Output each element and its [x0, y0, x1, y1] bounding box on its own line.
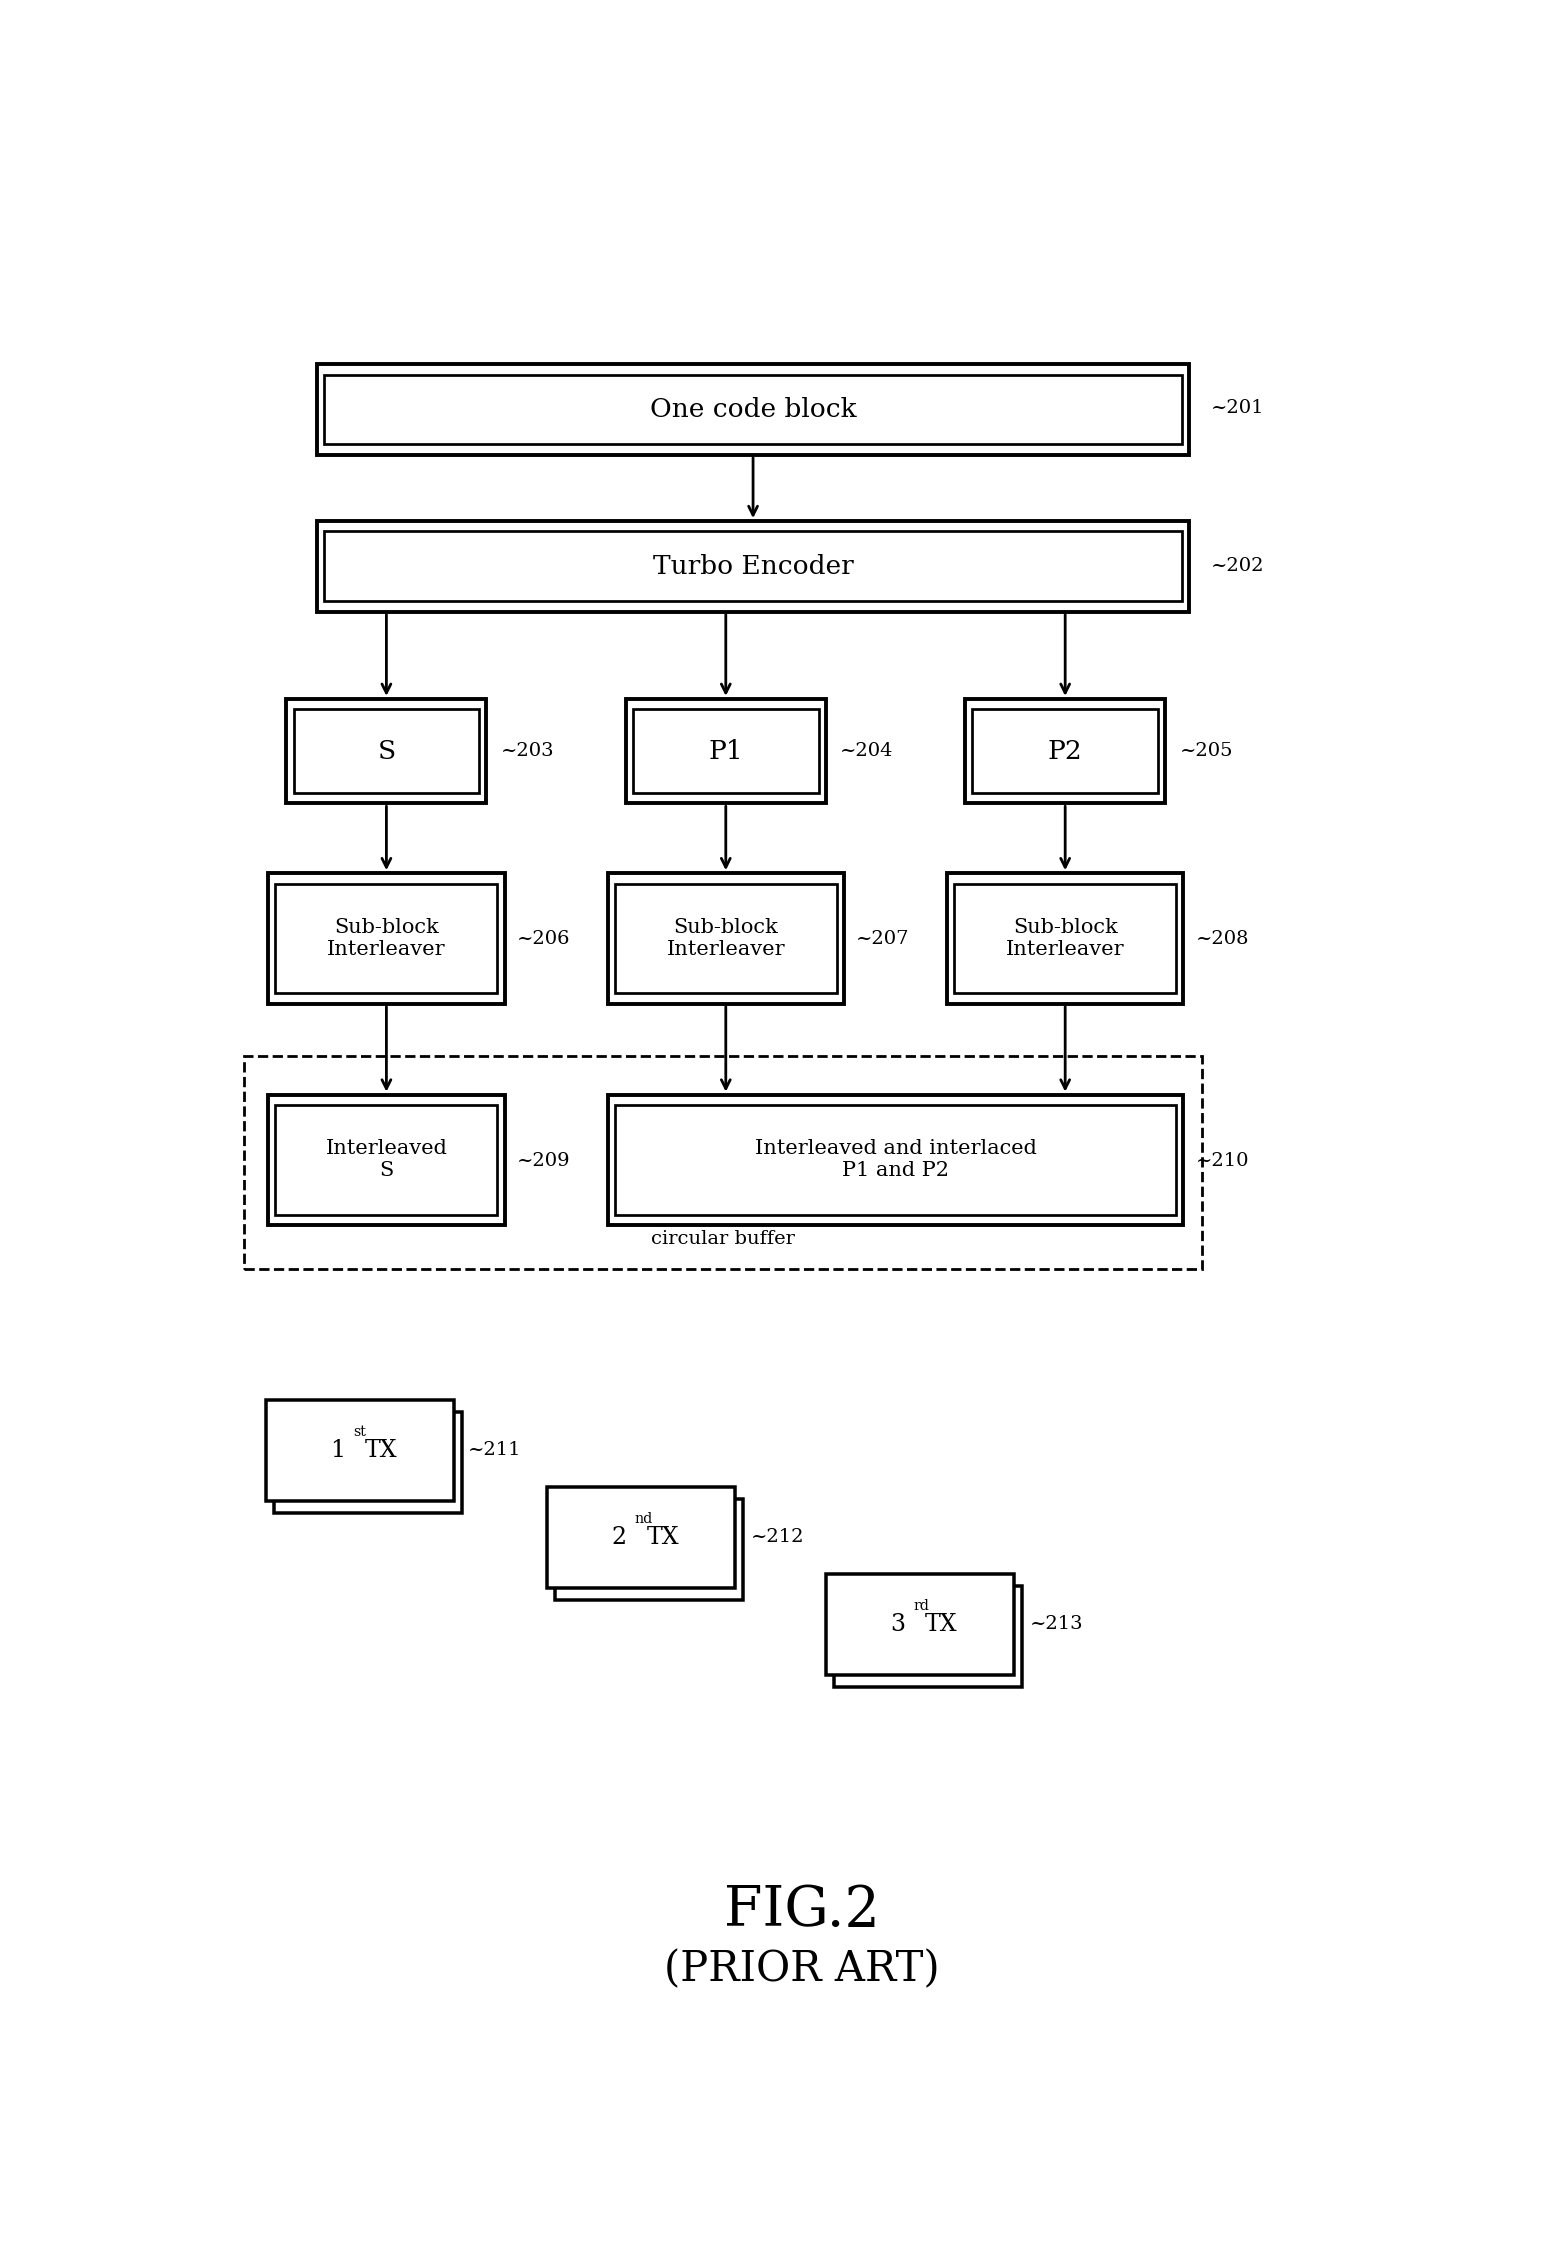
- Bar: [826, 1573, 1013, 1675]
- Text: FIG.2: FIG.2: [724, 1884, 879, 1938]
- Text: ~207: ~207: [856, 931, 910, 949]
- Text: 3: 3: [890, 1612, 906, 1637]
- Bar: [294, 709, 479, 792]
- Text: Sub-block
Interleaver: Sub-block Interleaver: [1006, 917, 1125, 960]
- Bar: [317, 365, 1190, 455]
- Text: ~208: ~208: [1195, 931, 1250, 949]
- Text: S: S: [377, 738, 396, 763]
- Bar: [286, 700, 486, 804]
- Text: ~203: ~203: [500, 743, 555, 761]
- Text: Interleaved
S: Interleaved S: [325, 1139, 447, 1180]
- Bar: [269, 1094, 505, 1225]
- Text: Sub-block
Interleaver: Sub-block Interleaver: [327, 917, 446, 960]
- Bar: [269, 874, 505, 1003]
- Text: One code block: One code block: [649, 396, 857, 421]
- Bar: [608, 874, 845, 1003]
- Text: P2: P2: [1048, 738, 1082, 763]
- Bar: [244, 1055, 1201, 1268]
- Text: Interleaved and interlaced
P1 and P2: Interleaved and interlaced P1 and P2: [754, 1139, 1037, 1180]
- Bar: [275, 1105, 497, 1216]
- Text: rd: rd: [913, 1598, 929, 1614]
- Text: 2: 2: [612, 1526, 627, 1549]
- Text: ~205: ~205: [1179, 743, 1234, 761]
- Text: TX: TX: [646, 1526, 679, 1549]
- Text: ~212: ~212: [751, 1528, 804, 1546]
- Bar: [954, 883, 1176, 994]
- Bar: [626, 700, 826, 804]
- Bar: [608, 1094, 1184, 1225]
- Text: ~206: ~206: [516, 931, 571, 949]
- Text: ~213: ~213: [1029, 1616, 1082, 1632]
- Bar: [615, 883, 837, 994]
- Bar: [275, 883, 497, 994]
- Text: st: st: [353, 1424, 366, 1440]
- Bar: [834, 1587, 1023, 1687]
- Bar: [274, 1413, 463, 1512]
- Text: ~202: ~202: [1211, 557, 1265, 575]
- Text: ~210: ~210: [1195, 1152, 1250, 1170]
- Bar: [948, 874, 1184, 1003]
- Text: 1: 1: [330, 1438, 346, 1463]
- Bar: [317, 521, 1190, 611]
- Bar: [633, 709, 818, 792]
- Text: ~201: ~201: [1211, 398, 1265, 417]
- Text: nd: nd: [635, 1512, 654, 1526]
- Text: TX: TX: [926, 1612, 957, 1637]
- Text: ~209: ~209: [516, 1152, 571, 1170]
- Text: ~204: ~204: [840, 743, 895, 761]
- Bar: [266, 1399, 454, 1501]
- Bar: [324, 374, 1182, 444]
- Text: (PRIOR ART): (PRIOR ART): [663, 1949, 940, 1990]
- Bar: [615, 1105, 1176, 1216]
- Text: P1: P1: [708, 738, 743, 763]
- Bar: [547, 1487, 735, 1587]
- Text: Sub-block
Interleaver: Sub-block Interleaver: [666, 917, 785, 960]
- Bar: [973, 709, 1157, 792]
- Text: TX: TX: [366, 1438, 397, 1463]
- Text: circular buffer: circular buffer: [651, 1229, 795, 1247]
- Bar: [965, 700, 1165, 804]
- Bar: [324, 532, 1182, 602]
- Bar: [555, 1499, 743, 1601]
- Text: ~211: ~211: [468, 1442, 522, 1458]
- Text: Turbo Encoder: Turbo Encoder: [652, 555, 854, 580]
